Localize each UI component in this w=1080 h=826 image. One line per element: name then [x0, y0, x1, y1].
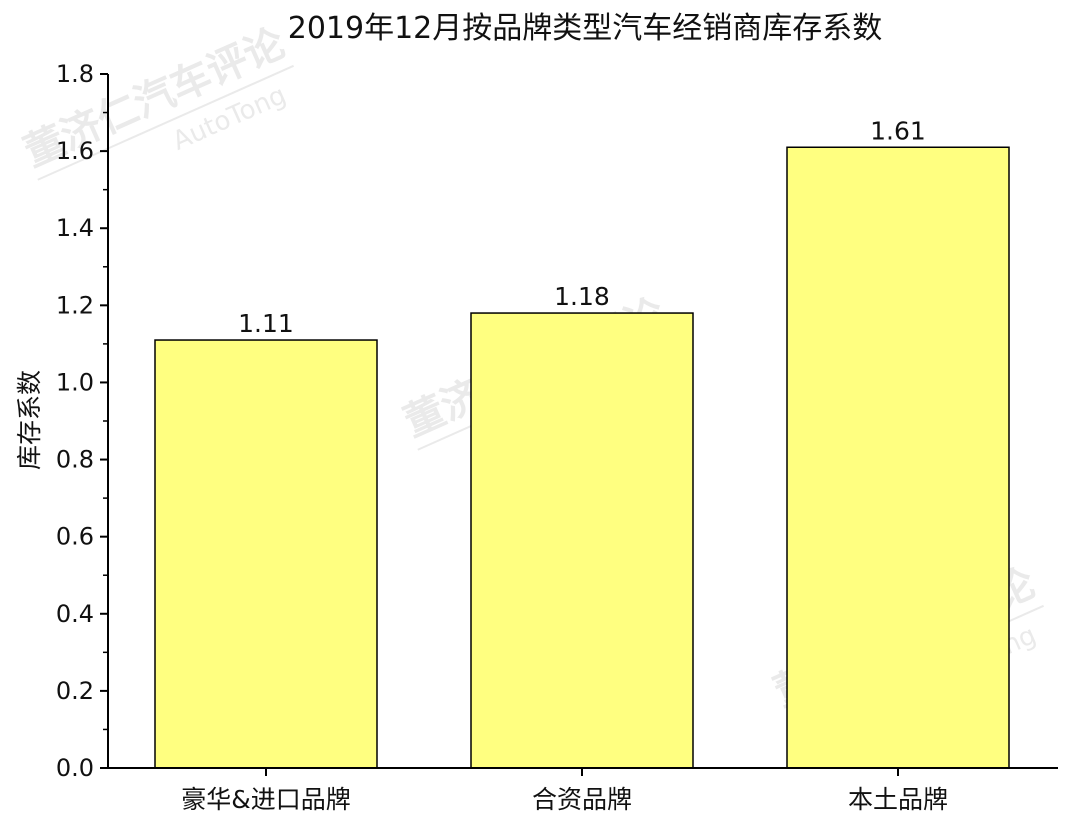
- data-label: 1.61: [870, 116, 926, 145]
- y-tick-label: 1.4: [56, 214, 94, 242]
- x-tick-label: 豪华&进口品牌: [181, 785, 351, 814]
- y-tick-label: 0.6: [56, 523, 94, 551]
- y-tick-label: 1.8: [56, 60, 94, 88]
- data-label: 1.18: [554, 282, 610, 311]
- bar: [470, 312, 694, 769]
- y-tick-label: 1.6: [56, 137, 94, 165]
- x-tick-label: 合资品牌: [532, 785, 632, 814]
- y-tick-label: 0.8: [56, 446, 94, 474]
- data-label: 1.11: [238, 309, 294, 338]
- y-tick-label: 0.4: [56, 600, 94, 628]
- y-axis-title: 库存系数: [15, 370, 44, 470]
- plot-area: 1.11 豪华&进口品牌 1.18 合资品牌 1.61 本土品牌 0.0 0.2 0.4 0.6 0…: [56, 60, 1058, 814]
- y-tick-label: 1.0: [56, 368, 94, 396]
- watermark-rule: [37, 64, 294, 181]
- y-tick-label: 1.2: [56, 291, 94, 319]
- bar: [786, 146, 1010, 769]
- bar: [154, 339, 378, 769]
- chart-title: 2019年12月按品牌类型汽车经销商库存系数: [288, 11, 883, 46]
- x-tick-label: 本土品牌: [848, 785, 948, 814]
- y-tick-label: 0.2: [56, 677, 94, 705]
- y-tick-label: 0.0: [56, 754, 94, 782]
